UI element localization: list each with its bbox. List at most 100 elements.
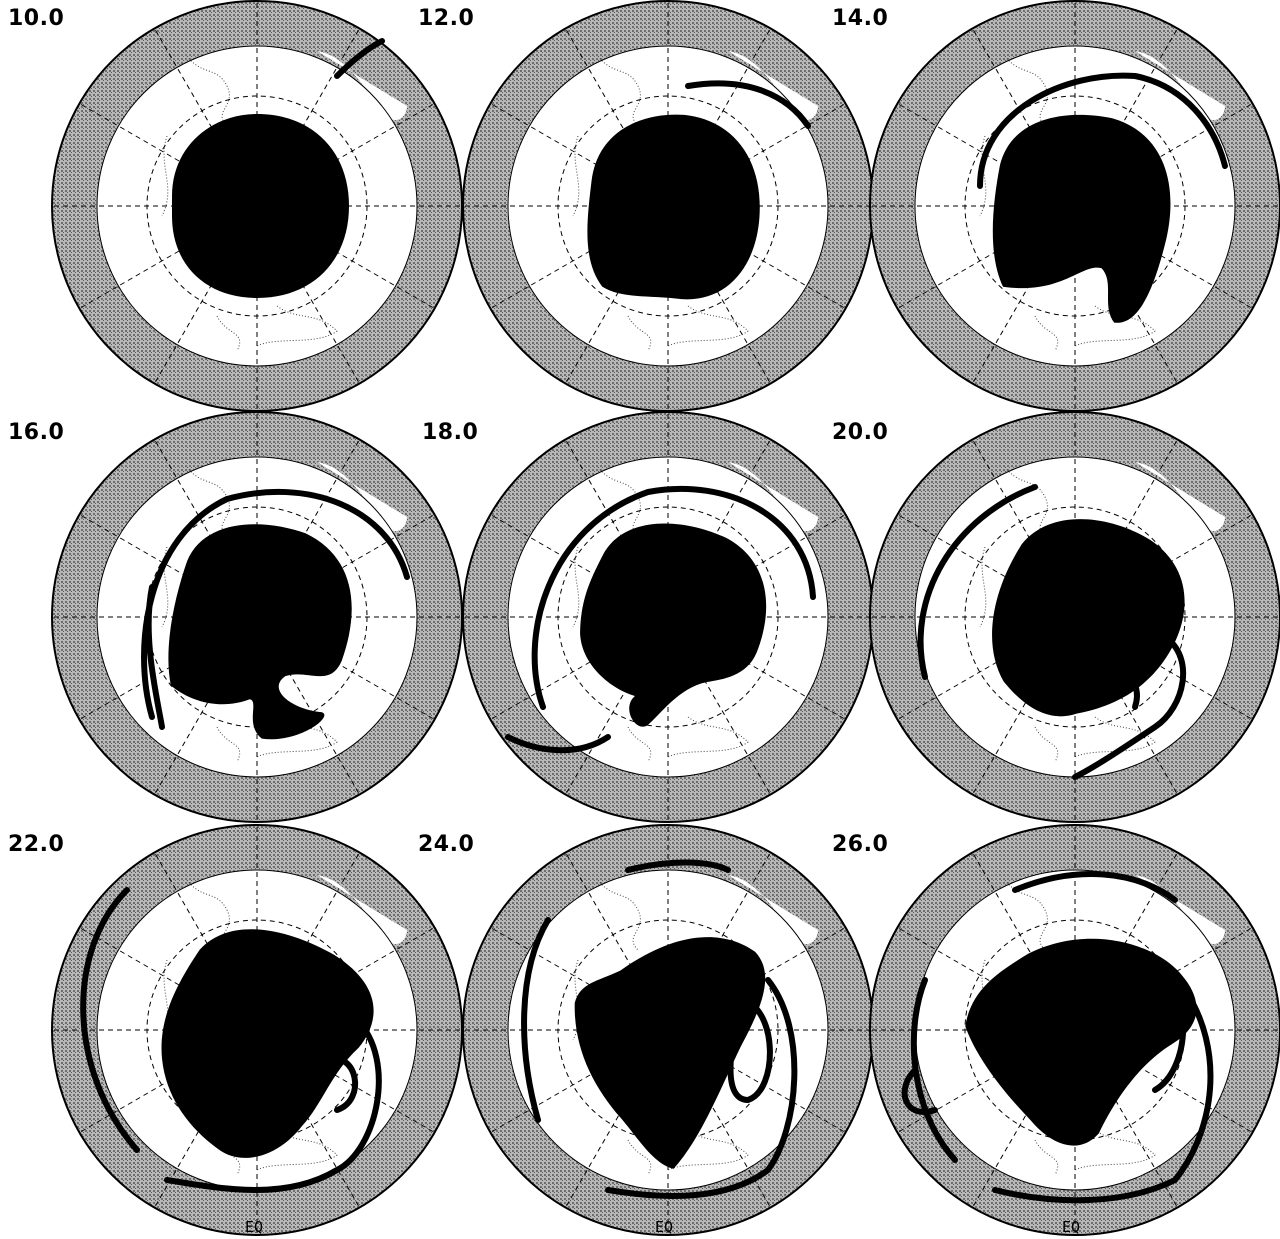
meridian-line [667,28,771,207]
coastline [979,135,987,217]
vortex-filament [901,1067,938,1115]
vortex-filament [605,977,798,1199]
meridian-line [490,927,669,1031]
panel-time-label: 20.0 [832,420,889,445]
vortex-blob [587,114,760,300]
meridian-line [897,1029,1076,1133]
vortex-filament [1072,634,1187,780]
coastline [256,305,338,347]
map-boundary [914,456,1236,778]
meridian-line [154,28,258,207]
coastline [1004,55,1048,127]
meridian-line [667,616,846,720]
coastline [216,1139,241,1176]
outer-filament [317,51,407,121]
meridian-line [897,927,1076,1031]
map-boundary [507,456,829,778]
meridian-line [256,28,360,207]
panel-time-label: 14.0 [832,6,889,31]
vortex-blob [992,519,1185,717]
polar-map-panel [51,411,463,823]
vortex-filament [145,584,165,730]
map-boundary [507,45,829,367]
meridian-line [154,616,258,795]
coastline [256,1129,338,1171]
meridian-line [256,205,360,384]
polar-map-panel [51,0,463,412]
outer-filament [317,875,407,945]
coastline [1074,305,1156,347]
meridian-line [1074,852,1178,1031]
coastline [1034,1139,1059,1176]
coastline [216,315,241,352]
meridian-line [972,439,1076,618]
meridian-line [565,205,669,384]
meridian-line [667,1029,846,1133]
meridian-line [256,1029,435,1133]
meridian-line [490,103,669,207]
meridian-line [256,514,435,618]
outer-filament [1135,875,1225,945]
meridian-line [154,205,258,384]
map-boundary [96,456,418,778]
outer-filament [728,462,818,532]
coastline [627,315,652,352]
meridian-line [490,1029,669,1133]
meridian-line [1074,103,1253,207]
vortex-filament [727,997,773,1104]
outer-filament [1135,51,1225,121]
coastline [572,546,580,628]
outer-filament [728,51,818,121]
meridian-line [897,616,1076,720]
equator-label: EQ [1062,1218,1081,1236]
polar-map-panel [462,824,874,1236]
coastline [667,305,749,347]
vortex-filament [141,489,410,720]
vortex-filament [80,887,140,1153]
meridian-line [79,616,258,720]
map-boundary [914,45,1236,367]
panel-time-label: 16.0 [8,420,65,445]
coastline [597,879,641,951]
coastline [1004,466,1048,538]
map-boundary [96,869,418,1191]
vortex-blob [172,114,349,298]
equator-label: EQ [245,1218,264,1236]
meridian-line [667,514,846,618]
meridian-line [972,616,1076,795]
meridian-line [256,103,435,207]
coastline [216,726,241,763]
vortex-filament [1012,870,1178,903]
coastline [1034,726,1059,763]
vortex-filament [531,485,816,710]
meridian-line [256,1029,360,1208]
meridian-line [490,616,669,720]
panel-time-label: 12.0 [418,6,475,31]
vortex-filament [992,987,1214,1204]
meridian-line [972,28,1076,207]
coastline [256,716,338,758]
vortex-filament [625,859,731,873]
outer-filament [317,462,407,532]
meridian-line [972,1029,1076,1208]
meridian-line [1074,616,1253,720]
meridian-line [565,1029,669,1208]
meridian-line [490,514,669,618]
coastline [979,546,987,628]
meridian-line [667,205,846,309]
polar-map-panel [869,0,1280,412]
meridian-line [256,205,435,309]
coastline [186,55,230,127]
coastline [572,959,580,1041]
meridian-line [565,616,669,795]
coastline [1034,315,1059,352]
vortex-filament [505,734,611,754]
meridian-line [1074,1029,1178,1208]
meridian-line [490,205,669,309]
coastline [161,135,169,217]
vortex-filament [1152,967,1187,1093]
map-boundary [507,869,829,1191]
vortex-filament [917,484,1038,680]
polar-map-panel [869,824,1280,1236]
vortex-filament [977,72,1228,189]
